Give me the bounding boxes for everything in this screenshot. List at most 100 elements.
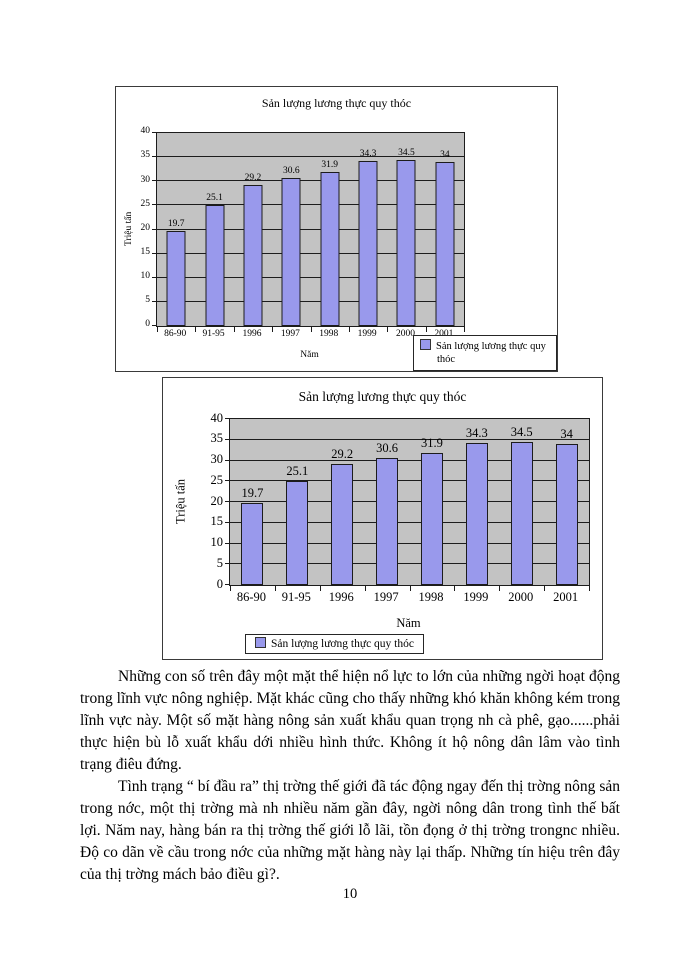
gridline — [157, 228, 464, 230]
y-tick-mark — [152, 325, 156, 326]
bar — [286, 480, 309, 585]
x-tick-mark — [454, 586, 456, 591]
gridline — [230, 521, 589, 523]
x-tick-label: 91-95 — [202, 329, 225, 339]
y-tick-label: 10 — [140, 271, 151, 282]
legend: Sản lượng lương thực quy thóc — [413, 334, 557, 371]
bar-value-label: 31.9 — [421, 435, 443, 450]
legend-label: Sản lượng lương thực quy thóc — [436, 340, 546, 366]
x-axis-title: Năm — [300, 350, 319, 360]
x-tick-mark — [272, 327, 274, 332]
gridline — [157, 276, 464, 278]
body-text: Những con số trên đây một mặt thể hiện n… — [80, 666, 620, 886]
y-tick-label: 30 — [210, 452, 224, 466]
y-tick-mark — [152, 180, 156, 182]
bar-value-label: 29.2 — [331, 446, 354, 461]
gridline — [157, 156, 464, 158]
x-tick-mark — [319, 586, 321, 591]
bar-value-label: 29.2 — [244, 173, 262, 184]
y-tick-mark — [225, 563, 229, 565]
y-axis: 0 5 10 15 20 25 30 35 40 — [185, 411, 224, 591]
x-tick-mark — [230, 586, 231, 591]
x-tick-mark — [364, 586, 366, 591]
chart-top[interactable]: Sản lượng lương thực quy thóc Triệu tấn … — [115, 86, 558, 372]
bar — [376, 458, 399, 585]
y-tick-mark — [152, 276, 156, 278]
y-tick-label: 35 — [140, 150, 151, 161]
x-tick-label: 2001 — [425, 329, 463, 339]
gridline — [230, 563, 589, 565]
x-tick-label: 1996 — [242, 329, 262, 339]
plot-area: 19.7 25.1 29.2 30.6 31.9 34.3 34.5 34 — [225, 418, 590, 591]
x-tick-label: 1997 — [373, 590, 399, 604]
y-tick-label: 25 — [140, 198, 151, 209]
paragraph-2[interactable]: Tình trạng “ bí đầu ra” thị trờng thế gi… — [80, 778, 620, 883]
x-axis-labels: 86-90 91-95 1996 1997 1998 1999 2000 2001 — [229, 590, 588, 605]
chart-title: Sản lượng lương thực quy thóc — [261, 96, 412, 110]
y-tick-mark — [152, 204, 156, 206]
gridline — [230, 438, 589, 440]
gridline — [230, 542, 589, 544]
gridline — [157, 180, 464, 182]
x-tick-label: 1998 — [319, 329, 339, 339]
x-tick-mark — [409, 586, 411, 591]
bar-value-label: 34.3 — [465, 425, 488, 440]
x-tick-mark — [233, 327, 235, 332]
x-axis-title: Năm — [396, 616, 421, 630]
bar — [331, 463, 354, 585]
y-tick-mark — [225, 459, 229, 461]
x-tick-mark — [310, 327, 312, 332]
x-tick-mark — [544, 586, 546, 591]
gridline — [157, 204, 464, 206]
legend-entry: Sản lượng lương thực quy thóc — [420, 338, 550, 367]
x-tick-label: 1998 — [418, 590, 444, 604]
x-tick-label: 86-90 — [236, 590, 267, 604]
y-tick-mark — [152, 228, 156, 230]
y-tick-label: 5 — [145, 295, 150, 306]
bar-value-label: 19.7 — [241, 486, 264, 501]
y-tick-mark — [152, 156, 156, 158]
x-tick-label: 1997 — [280, 329, 300, 339]
x-tick-mark — [195, 327, 197, 332]
plot-area: 19.7 25.1 29.2 30.6 31.9 34.3 34.5 34 — [152, 132, 465, 332]
legend-swatch-icon — [420, 338, 431, 350]
x-tick-label: 91-95 — [281, 590, 311, 604]
x-tick-label: 1999 — [463, 590, 489, 604]
x-tick-mark — [589, 586, 590, 591]
y-tick-label: 0 — [216, 576, 223, 591]
gridline — [230, 480, 589, 482]
bar — [420, 452, 443, 585]
x-tick-mark — [425, 327, 427, 332]
chart-title: Sản lượng lương thực quy thóc — [298, 389, 467, 404]
x-axis-labels: 86-90 91-95 1996 1997 1998 1999 2000 2001 — [156, 329, 463, 339]
gridline — [157, 300, 464, 302]
y-tick-mark — [152, 300, 156, 302]
x-tick-mark — [157, 327, 158, 332]
y-tick-mark — [152, 252, 156, 254]
paragraph-1[interactable]: Những con số trên đây một mặt thể hiện n… — [80, 668, 620, 773]
y-tick-label: 20 — [140, 222, 151, 233]
bar — [465, 442, 488, 585]
bar — [166, 230, 186, 326]
bar-value-label: 30.6 — [283, 166, 300, 177]
x-tick-mark — [499, 586, 501, 591]
chart-bottom[interactable]: Sản lượng lương thực quy thóc Triệu tấn … — [162, 377, 603, 660]
bar-value-label: 30.6 — [376, 441, 398, 456]
y-tick-mark — [152, 132, 156, 133]
bar — [281, 178, 301, 326]
page-number: 10 — [342, 886, 358, 902]
bar-value-label: 34.5 — [510, 424, 533, 439]
bar-value-label: 25.1 — [286, 463, 309, 478]
bar — [205, 204, 225, 326]
gridline — [230, 501, 589, 502]
x-tick-mark — [464, 327, 465, 332]
y-tick-label: 30 — [140, 174, 151, 185]
gridline — [157, 252, 464, 254]
bar — [510, 441, 533, 585]
y-tick-label: 20 — [210, 493, 224, 508]
x-tick-label: 1999 — [357, 329, 377, 339]
y-tick-label: 15 — [140, 246, 151, 257]
bar — [555, 443, 578, 585]
y-tick-label: 0 — [145, 319, 150, 330]
